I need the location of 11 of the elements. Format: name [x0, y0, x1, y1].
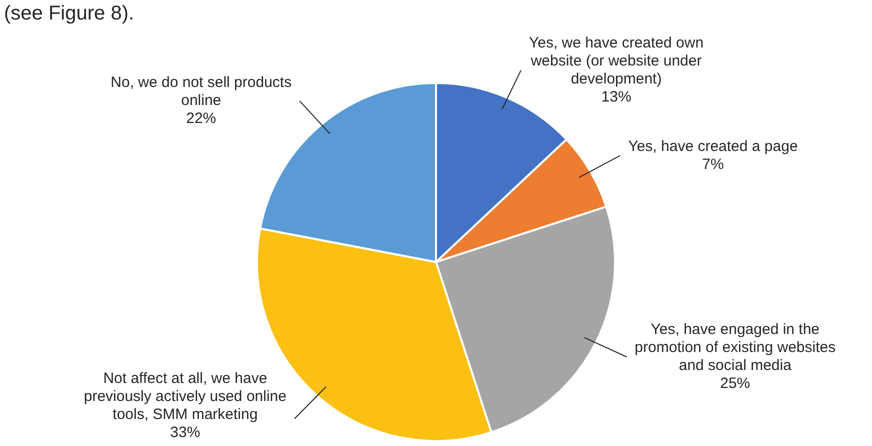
text: (see Figure 8). — [4, 2, 134, 25]
data-label: 25% — [720, 375, 750, 392]
data-label: 33% — [170, 424, 200, 442]
data-label: 7% — [702, 156, 724, 173]
slice-label: Yes, have created a page — [628, 138, 798, 155]
slice-label: Yes, have engaged in the promotion of existing websites and social media — [634, 321, 836, 374]
data-label: 13% — [601, 88, 632, 106]
slice-label: Yes, we have created own website (or website under development) — [528, 34, 704, 88]
slice-label: Not affect at all, we have previously actively used online tools, SMM marketing — [84, 370, 286, 424]
data-label: 22% — [186, 110, 216, 128]
slice-label: No, we do not sell products online — [110, 74, 292, 110]
